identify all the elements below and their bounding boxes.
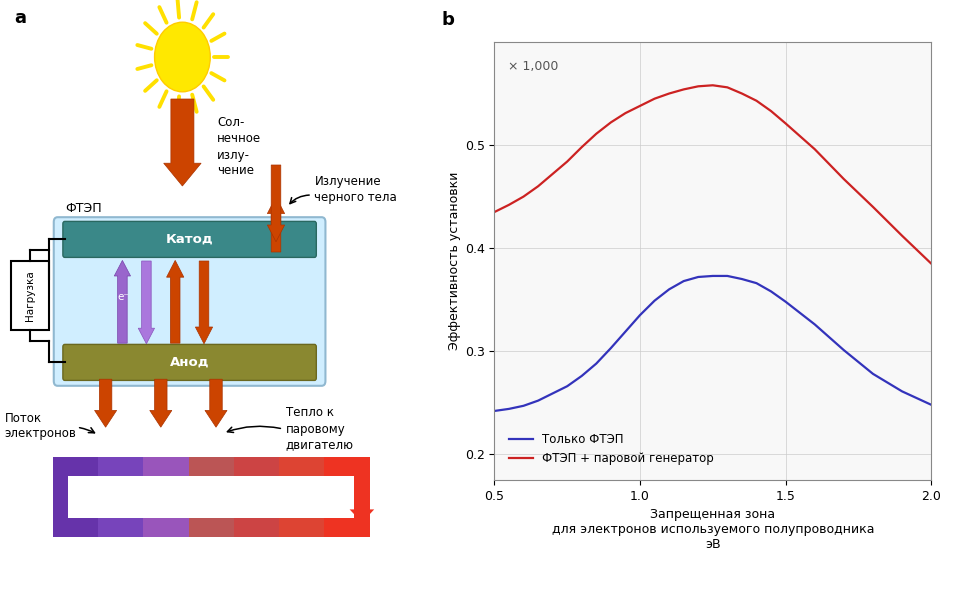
Bar bbox=[98, 518, 143, 537]
FancyArrow shape bbox=[267, 165, 284, 242]
FancyArrow shape bbox=[94, 379, 117, 427]
Bar bbox=[53, 457, 68, 537]
FancyBboxPatch shape bbox=[63, 344, 317, 380]
Text: Катод: Катод bbox=[166, 233, 213, 246]
Text: e⁻: e⁻ bbox=[117, 292, 130, 302]
Bar bbox=[234, 457, 279, 476]
FancyArrow shape bbox=[167, 260, 184, 343]
FancyBboxPatch shape bbox=[54, 217, 325, 386]
X-axis label: Запрещенная зона
для электронов используемого полупроводника
эВ: Запрещенная зона для электронов использу… bbox=[552, 508, 874, 551]
Text: b: b bbox=[442, 11, 455, 29]
Bar bbox=[143, 518, 188, 537]
Bar bbox=[354, 457, 370, 537]
Bar bbox=[324, 457, 370, 476]
Bar bbox=[98, 457, 143, 476]
Bar bbox=[143, 457, 188, 476]
FancyArrow shape bbox=[267, 197, 284, 252]
Bar bbox=[188, 457, 234, 476]
Text: a: a bbox=[14, 9, 26, 27]
Text: Нагрузка: Нагрузка bbox=[25, 270, 35, 321]
Legend: Только ФТЭП, ФТЭП + паровой генератор: Только ФТЭП, ФТЭП + паровой генератор bbox=[505, 428, 719, 470]
FancyBboxPatch shape bbox=[11, 261, 49, 330]
Text: ФТЭП: ФТЭП bbox=[65, 202, 102, 215]
FancyArrow shape bbox=[349, 467, 374, 523]
Bar bbox=[234, 518, 279, 537]
Text: Излучение
черного тела: Излучение черного тела bbox=[314, 175, 397, 203]
Text: Поток
электронов: Поток электронов bbox=[5, 412, 77, 440]
FancyArrow shape bbox=[150, 379, 172, 427]
FancyBboxPatch shape bbox=[63, 221, 317, 257]
Bar bbox=[279, 518, 324, 537]
Bar bbox=[279, 457, 324, 476]
Y-axis label: Эффективность установки: Эффективность установки bbox=[447, 172, 461, 350]
Bar bbox=[188, 518, 234, 537]
Text: Тепло к
паровому
двигателю: Тепло к паровому двигателю bbox=[286, 407, 353, 451]
Circle shape bbox=[155, 22, 210, 92]
FancyArrow shape bbox=[204, 379, 228, 427]
Text: Сол-
нечное
излу-
чение: Сол- нечное излу- чение bbox=[217, 116, 261, 178]
FancyArrow shape bbox=[114, 260, 131, 343]
Bar bbox=[53, 518, 98, 537]
Bar bbox=[53, 457, 98, 476]
FancyArrow shape bbox=[196, 261, 212, 344]
Bar bbox=[324, 518, 370, 537]
Text: Анод: Анод bbox=[170, 356, 209, 369]
FancyArrow shape bbox=[138, 261, 155, 344]
FancyArrow shape bbox=[163, 99, 201, 186]
Text: × 1,000: × 1,000 bbox=[508, 59, 558, 73]
